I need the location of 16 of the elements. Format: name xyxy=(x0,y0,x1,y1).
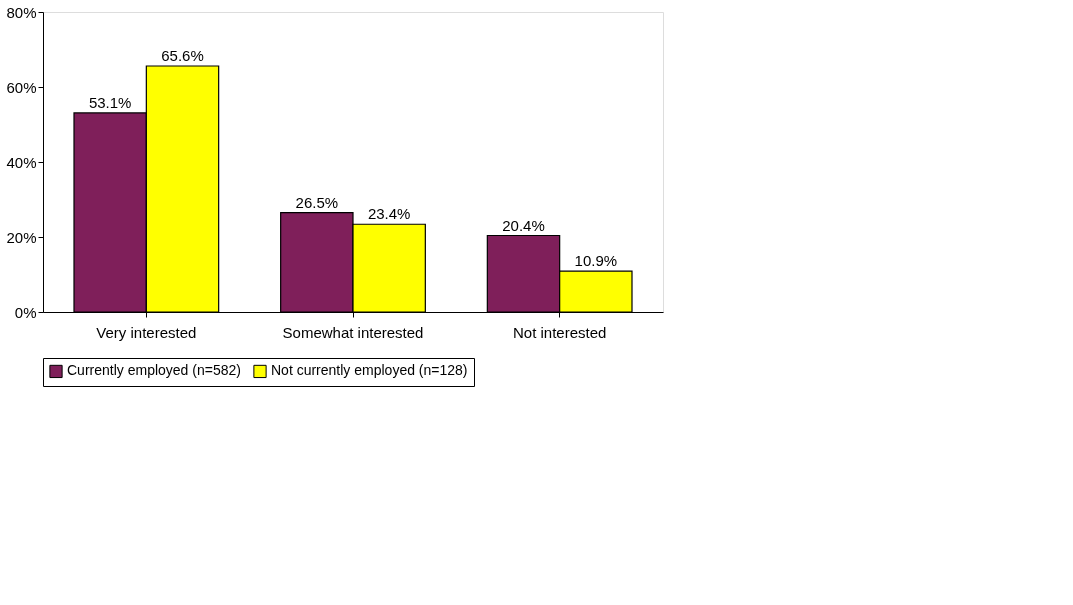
data-label: 53.1% xyxy=(88,93,132,111)
y-tick-label: 40% xyxy=(6,153,37,171)
y-tick-label: 0% xyxy=(14,303,37,321)
data-label: 20.4% xyxy=(502,216,545,234)
x-tick-label: Very interested xyxy=(96,323,197,341)
data-label: 23.4% xyxy=(367,205,411,223)
x-tick-label: Somewhat interested xyxy=(282,323,424,341)
y-tick-label: 20% xyxy=(6,228,37,246)
data-label: 65.6% xyxy=(161,47,204,64)
y-tick-label: 60% xyxy=(6,78,37,96)
x-tick-label: Not interested xyxy=(512,323,607,341)
data-label: 26.5% xyxy=(295,193,339,211)
legend-label: Not currently employed (n=128) xyxy=(271,362,468,379)
y-tick-label: 80% xyxy=(6,3,37,21)
legend-label: Currently employed (n=582) xyxy=(67,362,241,379)
data-label: 10.9% xyxy=(574,252,618,270)
